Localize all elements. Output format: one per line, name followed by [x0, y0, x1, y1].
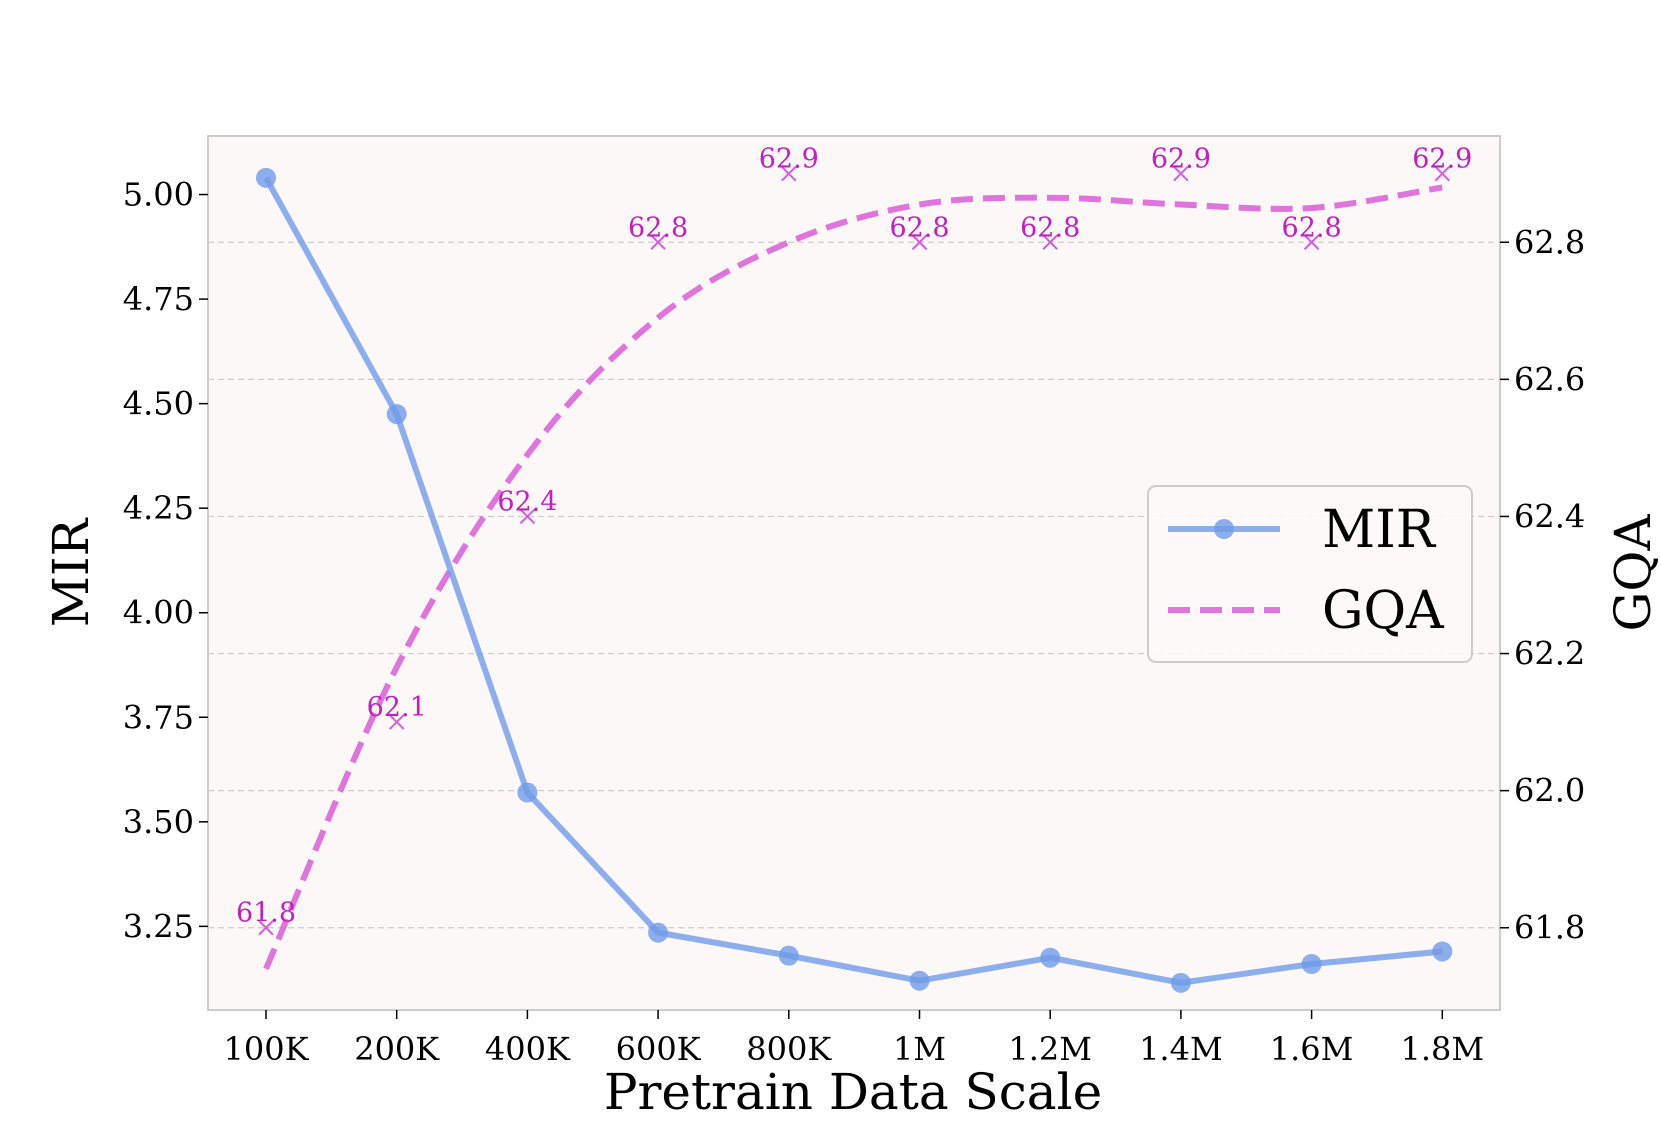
- mir-point: [517, 782, 538, 803]
- axes: 100K 200K 400K 600K 800K 1M 1.2M 1.4M 1.6M 1.8M 3.…: [123, 176, 1586, 1068]
- right-axis-title: GQA: [1604, 514, 1661, 632]
- left-tick-label: 4.25: [123, 489, 194, 527]
- mir-point: [778, 945, 799, 966]
- left-tick-label: 3.25: [123, 907, 194, 945]
- mir-point: [909, 970, 930, 991]
- gqa-point: [1042, 234, 1058, 250]
- mir-series: [256, 167, 1453, 993]
- gqa-data-label: 62.8: [628, 212, 688, 243]
- x-tick-label: 1.4M: [1139, 1030, 1223, 1068]
- legend: MIR GQA: [1147, 485, 1473, 663]
- gqa-point: [1303, 234, 1320, 250]
- gqa-point: [1173, 165, 1189, 182]
- gridlines: [208, 241, 1500, 929]
- gqa-data-label: 62.4: [497, 486, 557, 517]
- mir-point: [256, 167, 276, 188]
- right-tick-label: 62.6: [1514, 360, 1585, 398]
- left-tick-label: 4.50: [123, 385, 194, 423]
- plot-frame: [207, 135, 1501, 1011]
- mir-point: [1301, 954, 1322, 974]
- gqa-data-label: 62.8: [889, 212, 949, 243]
- gqa-data-label: 62.8: [1020, 212, 1080, 243]
- legend-mir-label: MIR: [1322, 500, 1437, 560]
- legend-gqa-label: GQA: [1322, 581, 1445, 641]
- gqa-series: [263, 184, 1443, 971]
- mir-point: [1432, 941, 1453, 962]
- x-tick-label: 1.2M: [1008, 1030, 1092, 1068]
- gqa-point: [1434, 165, 1451, 182]
- right-tick-label: 62.0: [1514, 772, 1585, 810]
- x-tick-label: 100K: [224, 1030, 310, 1068]
- right-tick-label: 61.8: [1514, 909, 1585, 947]
- gqa-point: [519, 508, 536, 525]
- mir-point: [648, 922, 669, 943]
- x-tick-label: 1.6M: [1270, 1030, 1354, 1068]
- x-tick-label: 800K: [746, 1030, 832, 1068]
- right-tick-label: 62.2: [1514, 635, 1585, 673]
- gqa-points: 61.8 62.1 62.4 62.8 62.9 62.8 62.8 62.9 62.8 62.9: [236, 144, 1472, 936]
- left-tick-label: 4.00: [123, 594, 194, 632]
- x-tick-label: 1.8M: [1400, 1030, 1484, 1068]
- x-tick-label: 600K: [616, 1030, 702, 1068]
- x-tick-label: 400K: [485, 1030, 571, 1068]
- gqa-point: [650, 234, 666, 250]
- left-tick-label: 5.00: [123, 176, 194, 214]
- gqa-data-label: 61.8: [236, 898, 296, 929]
- gqa-line: [263, 184, 1443, 971]
- x-axis-title: Pretrain Data Scale: [604, 1063, 1102, 1121]
- mir-line: [263, 176, 1443, 986]
- mir-point: [1040, 947, 1061, 968]
- legend-mir-marker: [1214, 519, 1234, 539]
- left-tick-label: 3.50: [123, 803, 194, 841]
- gqa-data-label: 62.9: [759, 144, 819, 175]
- mir-point: [1170, 972, 1191, 993]
- gqa-point: [781, 165, 797, 182]
- gqa-point: [258, 920, 274, 936]
- gqa-data-label: 62.9: [1412, 144, 1472, 175]
- gqa-data-label: 62.1: [367, 692, 427, 723]
- right-tick-label: 62.4: [1514, 497, 1585, 535]
- x-tick-label: 200K: [354, 1030, 440, 1068]
- left-axis-title: MIR: [42, 517, 100, 627]
- left-tick-label: 3.75: [123, 698, 194, 736]
- left-tick-label: 4.75: [123, 280, 194, 318]
- gqa-point: [388, 714, 405, 730]
- x-tick-label: 1M: [893, 1030, 946, 1068]
- gqa-data-label: 62.9: [1151, 144, 1211, 175]
- right-tick-label: 62.8: [1514, 223, 1585, 261]
- gqa-data-label: 62.8: [1282, 212, 1342, 243]
- gqa-point: [911, 234, 928, 250]
- mir-point: [386, 404, 407, 425]
